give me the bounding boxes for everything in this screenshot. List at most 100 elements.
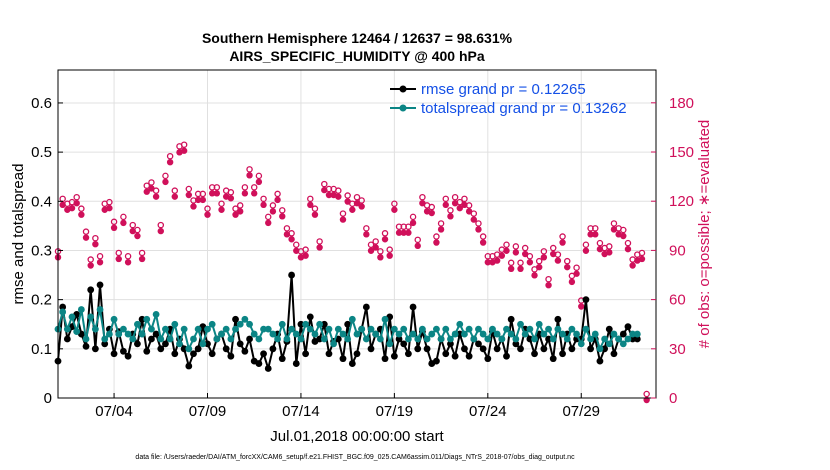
- obs-possible-marker: [335, 187, 342, 194]
- totalspread-point: [320, 335, 328, 343]
- totalspread-point: [302, 320, 310, 328]
- obs-evaluated-marker: [92, 241, 99, 248]
- rmse-point: [264, 365, 272, 372]
- rmse-point: [390, 352, 398, 360]
- rmse-point: [423, 345, 431, 353]
- obs-point: [335, 187, 342, 200]
- x-tick-label: 07/04: [95, 403, 133, 420]
- obs-evaluated-marker: [73, 200, 80, 207]
- obs-evaluated-marker: [493, 257, 501, 264]
- rmse-point: [110, 350, 118, 358]
- grid-lines: [58, 70, 656, 399]
- obs-possible-marker: [437, 220, 445, 227]
- obs-point: [106, 198, 113, 212]
- obs-point: [381, 230, 389, 243]
- totalspread-point: [292, 330, 300, 338]
- obs-evaluated-marker: [171, 193, 178, 200]
- obs-possible-marker: [414, 236, 421, 244]
- rmse-point: [503, 352, 510, 360]
- rmse-point: [493, 345, 501, 353]
- totalspread-point: [372, 330, 380, 338]
- obs-possible-marker: [236, 202, 244, 209]
- obs-point: [316, 238, 323, 251]
- obs-possible-marker: [283, 225, 291, 232]
- obs-possible-marker: [475, 220, 482, 227]
- totalspread-point: [138, 330, 146, 338]
- obs-evaluated-marker: [377, 254, 384, 261]
- totalspread-point: [615, 335, 623, 343]
- totalspread-point: [479, 330, 487, 338]
- obs-evaluated-marker: [428, 209, 435, 217]
- obs-possible-marker: [171, 187, 179, 194]
- obs-point: [241, 184, 249, 197]
- obs-evaluated-marker: [498, 252, 506, 259]
- totalspread-point: [68, 313, 76, 321]
- obs-evaluated-marker: [194, 196, 202, 204]
- obs-possible-marker: [363, 225, 370, 232]
- rmse-point: [101, 340, 109, 348]
- rmse-point: [152, 330, 160, 338]
- y2-tick-label: 120: [669, 193, 694, 210]
- obs-point: [503, 241, 510, 254]
- totalspread-point: [362, 335, 370, 343]
- obs-evaluated-marker: [316, 244, 323, 251]
- obs-possible-marker: [311, 205, 319, 212]
- obs-evaluated-marker: [512, 249, 520, 256]
- obs-point: [143, 182, 151, 195]
- obs-evaluated-marker: [246, 172, 253, 179]
- obs-evaluated-marker: [405, 229, 412, 236]
- rmse-point: [531, 350, 538, 358]
- obs-evaluated-marker: [241, 190, 249, 197]
- obs-possible-marker: [419, 193, 426, 201]
- totalspread-point: [63, 325, 71, 333]
- obs-possible-marker: [521, 244, 529, 252]
- obs-evaluated-marker: [437, 226, 445, 233]
- totalspread-point: [274, 335, 281, 343]
- totalspread-point: [587, 335, 594, 343]
- obs-possible-marker: [381, 230, 389, 237]
- rmse-point: [316, 335, 324, 343]
- obs-point: [199, 190, 207, 204]
- obs-possible-marker: [470, 210, 478, 217]
- totalspread-point: [512, 335, 520, 343]
- axis-ticks: 07/04 07/09 07/14 07/19 07/24 07/29 0 0.1 0.2 0.3…: [31, 95, 694, 420]
- obs-evaluated-marker: [213, 190, 221, 197]
- obs-point: [157, 221, 165, 235]
- obs-possible-marker: [461, 195, 468, 203]
- rmse-point: [414, 345, 422, 353]
- rmse-point: [442, 350, 450, 358]
- totalspread-point: [498, 335, 506, 343]
- obs-evaluated-marker: [395, 229, 403, 236]
- obs-evaluated-marker: [400, 229, 407, 236]
- obs-point: [526, 252, 534, 266]
- totalspread-point: [545, 325, 552, 333]
- obs-possible-marker: [507, 259, 515, 267]
- obs-evaluated-marker: [503, 247, 510, 254]
- y2-tick-label: 180: [669, 95, 694, 112]
- totalspread-point: [404, 335, 412, 343]
- obs-evaluated-marker: [115, 255, 122, 263]
- obs-evaluated-marker: [540, 254, 548, 261]
- totalspread-point: [157, 335, 165, 343]
- rmse-point: [194, 345, 202, 353]
- totalspread-point: [447, 335, 454, 343]
- obs-point: [409, 213, 417, 227]
- obs-point: [367, 241, 375, 254]
- obs-possible-marker: [143, 182, 151, 189]
- obs-possible-marker: [134, 226, 141, 234]
- totalspread-point: [577, 340, 585, 348]
- rmse-point: [306, 313, 314, 321]
- obs-point: [339, 210, 347, 223]
- obs-possible-marker: [96, 252, 104, 260]
- totalspread-point: [591, 330, 599, 338]
- obs-possible-marker: [442, 195, 450, 203]
- obs-evaluated-marker: [208, 190, 216, 197]
- obs-evaluated-marker: [568, 278, 576, 286]
- totalspread-point: [82, 335, 90, 343]
- obs-evaluated-marker: [120, 219, 127, 227]
- rmse-point: [96, 281, 104, 289]
- obs-possible-marker: [367, 241, 375, 249]
- obs-evaluated-marker: [559, 239, 566, 246]
- totalspread-point: [129, 335, 137, 343]
- obs-evaluated-marker: [265, 219, 272, 227]
